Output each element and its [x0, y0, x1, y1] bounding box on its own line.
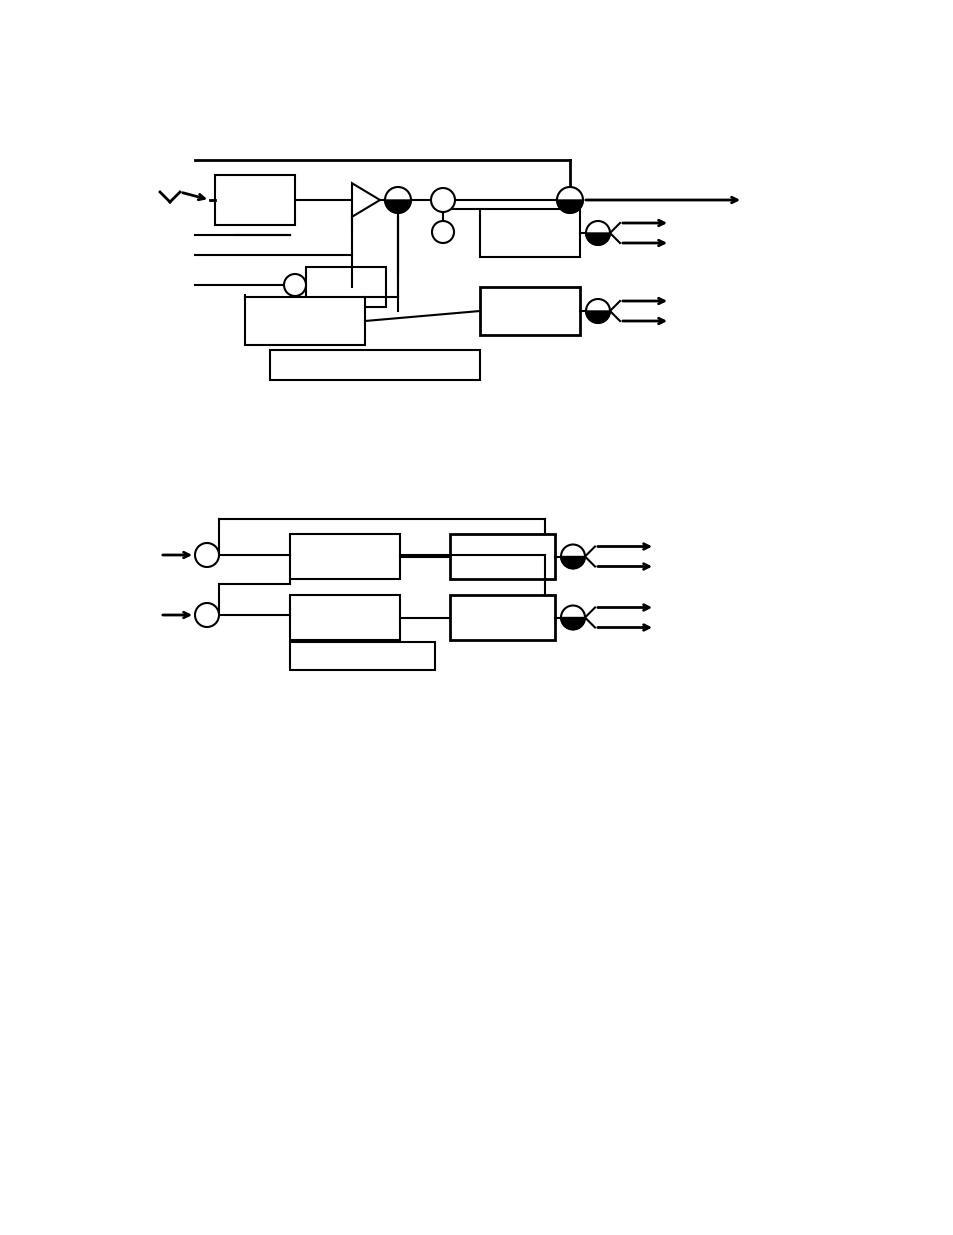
Polygon shape [352, 183, 379, 217]
Circle shape [432, 221, 454, 243]
Circle shape [284, 274, 306, 296]
Bar [306, 267, 386, 308]
Polygon shape [560, 618, 584, 630]
Circle shape [194, 603, 219, 627]
Bar [214, 175, 294, 225]
Circle shape [585, 299, 609, 324]
Circle shape [431, 188, 455, 212]
Bar [290, 642, 435, 671]
Bar [290, 534, 399, 579]
Polygon shape [557, 200, 582, 212]
Circle shape [560, 605, 584, 630]
Bar [290, 595, 399, 640]
Bar [270, 350, 479, 380]
Circle shape [585, 221, 609, 245]
Polygon shape [385, 200, 411, 212]
Circle shape [385, 186, 411, 212]
Circle shape [560, 545, 584, 568]
Circle shape [194, 543, 219, 567]
Polygon shape [560, 557, 584, 568]
Bar [245, 296, 365, 345]
Circle shape [557, 186, 582, 212]
Bar [450, 534, 555, 579]
Bar [450, 595, 555, 640]
Polygon shape [585, 233, 609, 245]
Polygon shape [585, 311, 609, 324]
Bar [479, 287, 579, 335]
Bar [479, 209, 579, 257]
